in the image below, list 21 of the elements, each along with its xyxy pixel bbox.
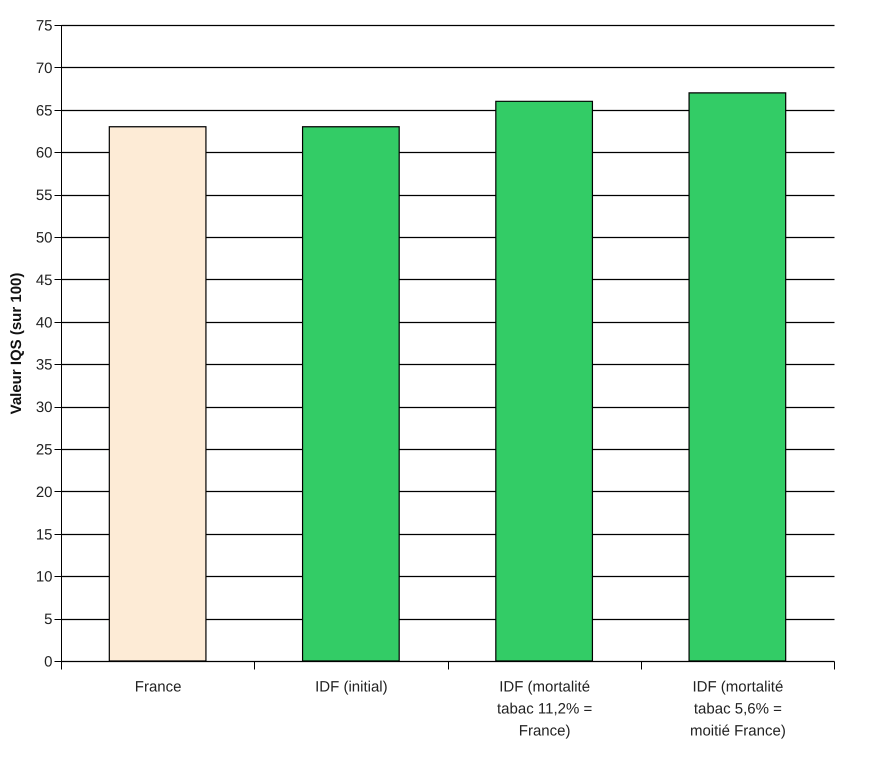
y-tick-label: 70 [36,60,52,77]
y-tick-label: 55 [36,187,52,204]
y-tick-label: 50 [36,230,52,246]
x-tick-label: France [134,678,182,696]
y-tick-label: 30 [36,399,52,416]
y-tick-label: 10 [36,568,52,586]
y-tick-label: 25 [36,442,52,458]
y-tick-label: 40 [36,314,52,332]
y-tick-label: 65 [36,102,52,120]
y-tick-label: 5 [44,611,52,628]
x-tick-label: IDF (mortalité tabac 11,2% = France) [497,678,592,740]
y-axis-title: Valeur IQS (sur 100) [8,272,25,414]
x-tick-label: IDF (initial) [315,678,388,696]
y-tick-label: 0 [44,654,52,670]
y-tick-label: 35 [36,356,52,374]
y-tick-label: 60 [36,144,52,162]
x-tick-label: IDF (mortalité tabac 5,6% = moitié France) [690,678,786,740]
y-tick-label: 75 [36,18,52,34]
y-tick-label: 45 [36,272,52,289]
y-tick-label: 20 [36,484,52,501]
y-tick-label: 15 [36,526,52,544]
